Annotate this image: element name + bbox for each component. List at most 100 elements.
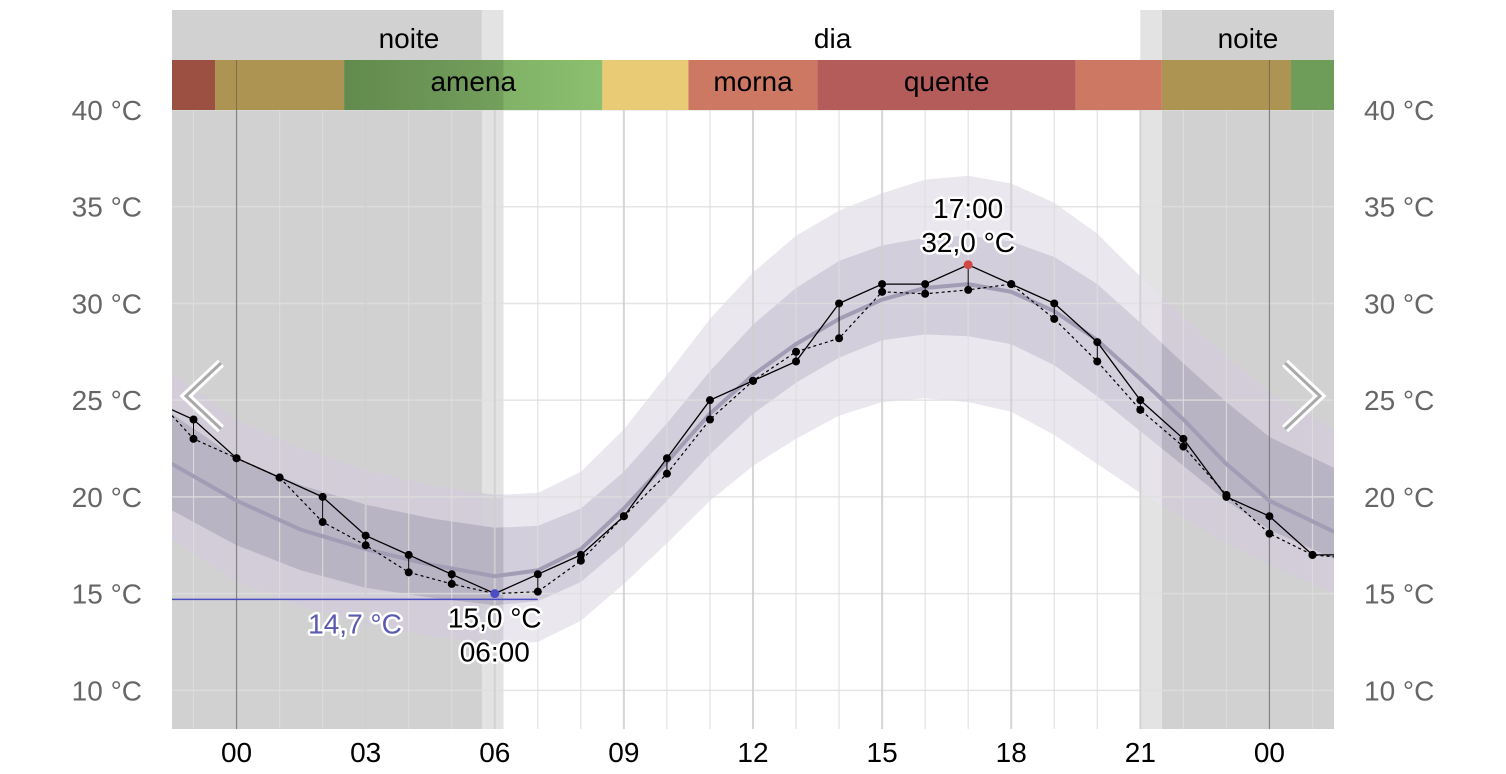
series-point-secondary [232,454,241,463]
y-tick-label-right: 40 °C [1364,95,1434,126]
series-point-secondary [705,415,714,424]
y-tick-label-left: 20 °C [72,482,142,513]
grid [172,110,1334,729]
envelope-outer-night [1161,296,1334,594]
series-point-secondary [361,541,370,550]
y-tick-label-left: 30 °C [72,288,142,319]
comfort-band-rect [1075,60,1162,110]
previous-period-button[interactable] [178,350,230,442]
x-tick-label: 21 [1125,737,1156,768]
y-tick-label-right: 10 °C [1364,675,1434,706]
chevron-right-icon-stroke [1283,361,1323,431]
envelope-outer-night [172,373,504,644]
series-point-secondary [619,512,628,521]
series-point-secondary [1308,550,1317,559]
series-point-secondary [662,469,671,478]
series-point-primary [576,550,585,559]
series-point-primary [1265,512,1274,521]
comfort-band [602,60,689,110]
series-point-secondary [318,518,327,527]
series-point-secondary [576,556,585,565]
y-tick-label-left: 10 °C [72,675,142,706]
comfort-band: quente [817,60,1076,110]
envelope-night-overlay [1161,296,1334,594]
envelope-inner [172,235,1334,606]
comfort-band-night [172,60,216,110]
x-tick-label: 18 [996,737,1027,768]
comfort-band-rect [688,60,818,110]
series-point-secondary [1179,442,1188,451]
series-point-secondary [749,376,757,385]
comfort-band [1075,60,1162,110]
series-point-primary [404,550,413,559]
x-tick-label: 09 [608,737,639,768]
envelope-night-overlay [172,373,504,644]
series-point-secondary [1050,314,1059,323]
series-point-primary [533,570,542,579]
y-tick-label-right: 25 °C [1364,385,1434,416]
y-tick-label-right: 15 °C [1364,579,1434,610]
series-point-secondary [1136,405,1145,414]
series-point-primary [1050,299,1059,308]
series-point-secondary [1093,357,1102,366]
x-tick-label: 00 [221,737,252,768]
x-tick-label: 15 [867,737,898,768]
series-point-primary [662,454,671,463]
max-point-marker [963,260,973,270]
comfort-band-rect [344,60,603,110]
comfort-band [1161,60,1291,110]
max-time-label: 17:00 [933,193,1003,224]
y-tick-label-left: 25 °C [72,385,142,416]
next-period-button[interactable] [1276,350,1328,442]
day-header-bg [503,10,1162,60]
min-reference-label: 14,7 °C [308,608,402,639]
y-tick-label-left: 40 °C [72,95,142,126]
comfort-band-rect [172,60,216,110]
y-tick-label-right: 35 °C [1364,192,1434,223]
observed-series [172,264,1334,601]
chevron-left-icon-stroke [183,361,223,431]
y-tick-label-right: 20 °C [1364,482,1434,513]
series-point-primary [361,531,370,540]
comfort-band-label: amena [430,66,516,97]
comfort-band-night [344,60,504,110]
series-point-secondary [404,568,413,577]
series-point-primary [1179,434,1188,443]
series-point-secondary [447,579,456,588]
day-night-label: noite [1218,23,1279,54]
series-point-primary [189,415,198,424]
y-tick-label-left: 15 °C [72,579,142,610]
day-night-label: dia [814,23,852,54]
comfort-band-rect [1290,60,1334,110]
comfort-band-night [1290,60,1334,110]
y-tick-label-left: 35 °C [72,192,142,223]
series-point-secondary [275,473,284,482]
series-point-primary [1136,396,1145,405]
series-point-secondary [533,587,542,596]
envelope-inner-night [172,413,504,606]
series-point-secondary [921,289,930,298]
series-point-secondary [835,334,844,343]
series-point-primary [835,299,844,308]
min-value-label: 15,0 °C [448,603,542,634]
series-point-primary [792,357,801,366]
comfort-band-rect [602,60,689,110]
series-point-primary [318,492,327,501]
comfort-band-rect [817,60,1076,110]
x-tick-label: 00 [1254,737,1285,768]
series-point-primary [921,280,930,289]
series-point-primary [705,396,714,405]
comfort-band-night [1161,60,1291,110]
y-tick-label-right: 30 °C [1364,288,1434,319]
series-point-secondary [878,287,887,296]
comfort-band [1290,60,1334,110]
min-point-marker [490,589,500,599]
x-tick-label: 03 [350,737,381,768]
comfort-band [172,60,216,110]
min-time-label: 06:00 [460,637,530,668]
x-tick-label: 06 [479,737,510,768]
twilight-header-shade [481,10,504,60]
day-night-label: noite [379,23,440,54]
